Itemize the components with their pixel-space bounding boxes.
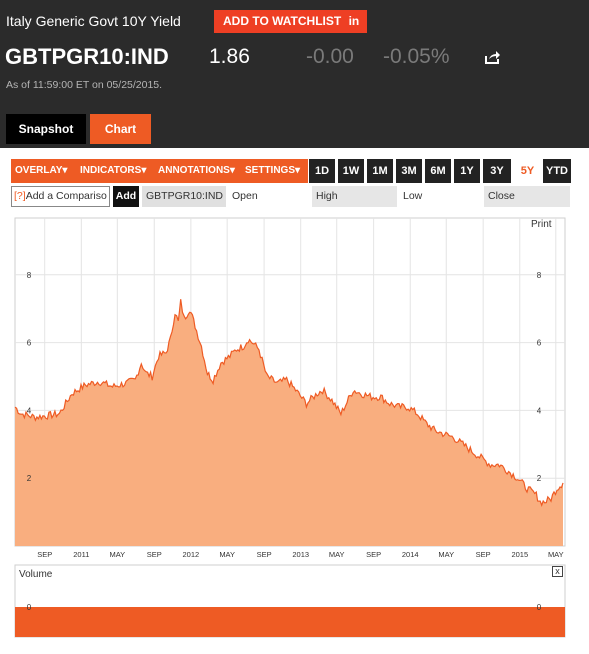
open-field: Open — [228, 186, 309, 207]
symbol-chip: GBTPGR10:IND — [142, 186, 226, 207]
x-tick-label: SEP — [37, 550, 52, 559]
y-tick-label-left: 2 — [27, 474, 32, 483]
volume-tick-right: 0 — [537, 603, 542, 612]
yield-chart[interactable]: 2 2 4 4 6 6 8 8 SEP 2011 MAY SEP 2012 MAY SEP 2013 MAY SE… — [0, 208, 589, 654]
overlay-menu[interactable]: OVERLAY▾ — [11, 159, 77, 183]
y-tick-label-right: 4 — [537, 406, 542, 415]
settings-menu[interactable]: SETTINGS▾ — [241, 159, 308, 183]
watchlist-label: ADD TO WATCHLIST — [223, 14, 342, 28]
yield-area — [15, 299, 563, 546]
x-tick-label: MAY — [329, 550, 345, 559]
x-tick-label: MAY — [438, 550, 454, 559]
range-1m-button[interactable]: 1M — [367, 159, 393, 183]
y-tick-label-left: 4 — [27, 406, 32, 415]
add-to-watchlist-button[interactable]: ADD TO WATCHLIST in — [214, 10, 367, 33]
low-field: Low — [399, 186, 481, 207]
x-tick-label: MAY — [219, 550, 235, 559]
volume-label: Volume — [19, 569, 53, 580]
x-tick-label: SEP — [147, 550, 162, 559]
caret-down-icon: ▾ — [62, 165, 68, 176]
yield-line — [14, 299, 564, 507]
y-tick-label-left: 8 — [27, 271, 32, 280]
range-ytd-button[interactable]: YTD — [543, 159, 571, 183]
caret-down-icon: ▾ — [295, 165, 301, 176]
y-tick-label-right: 6 — [537, 339, 542, 348]
range-6m-button[interactable]: 6M — [425, 159, 451, 183]
annotations-label: ANNOTATIONS — [158, 165, 230, 176]
x-tick-label: MAY — [548, 550, 564, 559]
caret-down-icon: ▾ — [229, 165, 235, 176]
annotations-menu[interactable]: ANNOTATIONS▾ — [154, 159, 241, 183]
x-tick-label: 2015 — [511, 550, 528, 559]
tab-chart[interactable]: Chart — [90, 114, 151, 144]
close-icon[interactable]: x — [552, 566, 563, 577]
x-tick-label: SEP — [257, 550, 272, 559]
indicators-menu[interactable]: INDICATORS▾ — [76, 159, 154, 183]
as-of-timestamp: As of 11:59:00 ET on 05/25/2015. — [6, 79, 163, 91]
range-5y-button[interactable]: 5Y — [514, 159, 541, 183]
x-tick-label: SEP — [476, 550, 491, 559]
range-1w-button[interactable]: 1W — [338, 159, 364, 183]
volume-bar — [15, 607, 565, 637]
range-3m-button[interactable]: 3M — [396, 159, 422, 183]
overlay-label: OVERLAY — [15, 165, 63, 176]
x-tick-label: SEP — [366, 550, 381, 559]
security-title: Italy Generic Govt 10Y Yield — [6, 13, 181, 29]
x-tick-label: 2013 — [292, 550, 309, 559]
range-1d-button[interactable]: 1D — [309, 159, 335, 183]
quote-header: Italy Generic Govt 10Y Yield ADD TO WATC… — [0, 0, 589, 148]
chart-toolbar: OVERLAY▾ INDICATORS▾ ANNOTATIONS▾ SETTIN… — [11, 159, 571, 183]
y-tick-label-right: 8 — [537, 271, 542, 280]
help-icon[interactable]: [?] — [14, 190, 26, 202]
high-field: High — [312, 186, 397, 207]
linkedin-icon: in — [348, 14, 360, 28]
add-compare-button[interactable]: Add — [113, 186, 139, 207]
range-1y-button[interactable]: 1Y — [454, 159, 480, 183]
close-field: Close — [484, 186, 570, 207]
x-tick-label: 2011 — [73, 550, 89, 559]
y-tick-label-right: 2 — [537, 474, 542, 483]
ticker-symbol: GBTPGR10:IND — [5, 44, 169, 69]
price-change-percent: -0.05% — [383, 45, 450, 68]
x-tick-label: MAY — [109, 550, 125, 559]
tab-snapshot[interactable]: Snapshot — [6, 114, 86, 144]
print-button[interactable]: Print — [531, 219, 552, 230]
share-icon[interactable] — [485, 50, 501, 64]
range-3y-button[interactable]: 3Y — [483, 159, 511, 183]
price-value: 1.86 — [209, 45, 250, 68]
indicators-label: INDICATORS — [80, 165, 142, 176]
y-tick-label-left: 6 — [27, 339, 32, 348]
x-tick-label: 2012 — [183, 550, 200, 559]
volume-tick-left: 0 — [27, 603, 32, 612]
x-tick-label: 2014 — [402, 550, 419, 559]
caret-down-icon: ▾ — [141, 165, 147, 176]
settings-label: SETTINGS — [245, 165, 296, 176]
price-change: -0.00 — [306, 45, 354, 68]
compare-placeholder: Add a Compariso — [25, 190, 107, 202]
compare-input[interactable]: [?]Add a Compariso — [11, 186, 110, 207]
